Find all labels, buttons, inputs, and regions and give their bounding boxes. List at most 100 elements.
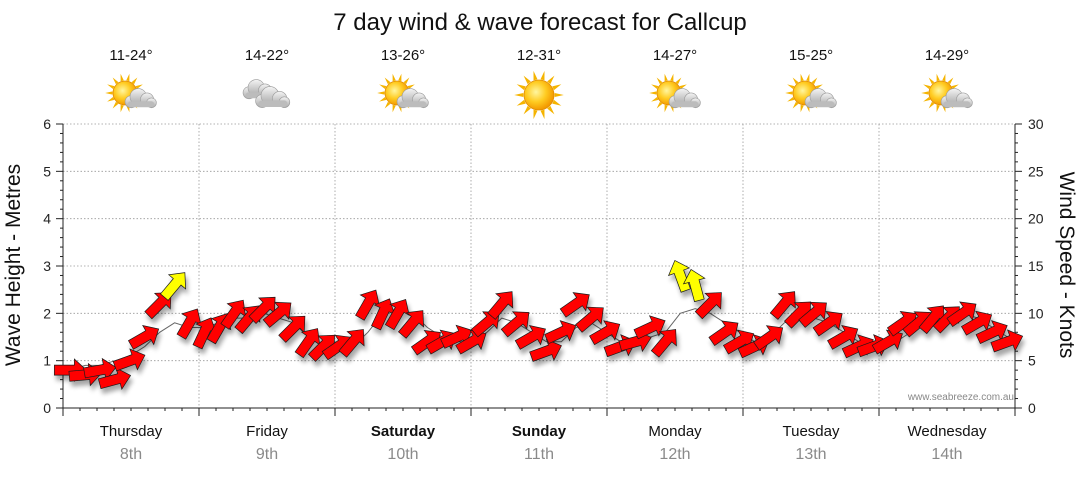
wind-arrow [990, 329, 1024, 353]
temperature-range: 12-31° [517, 47, 561, 64]
sun-ray [664, 104, 668, 113]
sun-ray [554, 92, 564, 98]
sun-ray [552, 99, 562, 106]
wind-arrow [589, 320, 621, 346]
day-header: 15-25° [785, 47, 837, 113]
sun-ray [806, 73, 810, 82]
sun-ray [675, 77, 682, 85]
temperature-range: 14-22° [245, 47, 289, 64]
sun-ray [815, 84, 823, 90]
sun-ray [533, 109, 538, 120]
day-label: Thursday 8th [100, 423, 163, 463]
partly-cloudy-icon [105, 73, 157, 113]
day-name: Saturday [371, 423, 436, 440]
wind-arrow [112, 348, 146, 372]
sun-ray [384, 77, 391, 85]
partly-cloudy-icon [921, 73, 973, 113]
sun-ray [656, 101, 663, 109]
day-label: Tuesday 13th [783, 423, 840, 463]
cloud-shape [396, 88, 429, 109]
sun-disc [523, 79, 555, 111]
y-tick-label-left: 0 [43, 400, 51, 416]
sun-ray [392, 73, 396, 82]
y-tick-label-right: 15 [1028, 258, 1044, 274]
day-label: Sunday 11th [512, 423, 567, 463]
day-name: Friday [246, 423, 288, 440]
day-header: 12-31° [514, 47, 564, 120]
temperature-range: 14-27° [653, 47, 697, 64]
temperature-range: 14-29° [925, 47, 969, 64]
chart-title: 7 day wind & wave forecast for Callcup [333, 9, 747, 36]
watermark: www.seabreeze.com.au [907, 392, 1014, 403]
sunny-icon [514, 70, 564, 120]
temperature-range: 11-24° [109, 47, 152, 64]
partly-cloudy-icon [785, 73, 837, 113]
wind-arrow [633, 315, 666, 340]
wind-arrow-layer [54, 259, 1024, 391]
day-header: 14-22° [242, 47, 291, 108]
day-header: 13-26° [377, 47, 429, 113]
y-tick-label-right: 0 [1028, 400, 1036, 416]
temperature-range: 15-25° [789, 47, 833, 64]
sun-ray [936, 104, 940, 113]
sun-ray [811, 77, 818, 85]
sun-ray [936, 73, 940, 82]
sun-ray [800, 73, 804, 82]
y-tick-label-right: 30 [1028, 116, 1044, 132]
sun-ray [112, 101, 119, 109]
day-date: 12th [659, 446, 690, 463]
sun-ray [377, 91, 385, 95]
sun-ray [670, 73, 674, 82]
sun-ray [679, 84, 687, 90]
wind-arrow [514, 324, 546, 350]
cloud-base [671, 101, 699, 108]
sun-ray [923, 84, 931, 90]
day-date: 13th [795, 446, 826, 463]
day-header: 11-24° [105, 47, 157, 113]
wind-arrow [694, 292, 722, 320]
y-tick-label-left: 5 [43, 163, 51, 179]
wind-arrow [338, 329, 365, 358]
day-date: 8th [120, 446, 142, 463]
day-header: 14-27° [649, 47, 701, 113]
sun-ray [379, 96, 387, 102]
sun-ray [664, 73, 668, 82]
axis-layer: 0 1 2 3 4 5 6 0 5 10 15 20 25 30 [43, 116, 1044, 416]
sun-ray [787, 84, 795, 90]
y-axis-label-right: Wind Speed - Knots [1055, 172, 1078, 359]
day-label: Saturday 10th [371, 423, 436, 463]
wind-arrow [667, 259, 691, 293]
sun-ray [403, 77, 410, 85]
sun-ray [514, 92, 524, 98]
day-name: Sunday [512, 423, 567, 440]
day-name: Tuesday [783, 423, 840, 440]
day-label: Wednesday 14th [908, 423, 987, 463]
sun-ray [398, 73, 402, 82]
y-tick-label-right: 25 [1028, 163, 1044, 179]
day-date: 14th [931, 446, 962, 463]
sun-ray [787, 96, 795, 102]
sun-ray [131, 77, 138, 85]
sun-ray [516, 84, 526, 91]
sun-ray [135, 84, 143, 90]
cloud-base [127, 101, 155, 108]
day-date: 10th [387, 446, 418, 463]
day-label: Friday 9th [246, 423, 288, 463]
sun-ray [120, 73, 124, 82]
sun-shape [514, 70, 564, 120]
y-tick-label-right: 20 [1028, 211, 1044, 227]
wind-arrow [397, 310, 424, 339]
sun-ray [379, 84, 387, 90]
sun-ray [533, 70, 538, 81]
sun-ray [547, 105, 555, 115]
day-labels: Thursday 8th Friday 9th Saturday 10th Sunday 11… [100, 423, 987, 463]
temperature-range: 13-26° [381, 47, 425, 64]
wind-arrow [871, 329, 903, 355]
wind-arrow [682, 268, 706, 303]
cloud-shape [124, 88, 157, 109]
y-tick-label-left: 3 [43, 258, 51, 274]
sun-ray [107, 84, 115, 90]
cloud-shape [804, 88, 837, 109]
